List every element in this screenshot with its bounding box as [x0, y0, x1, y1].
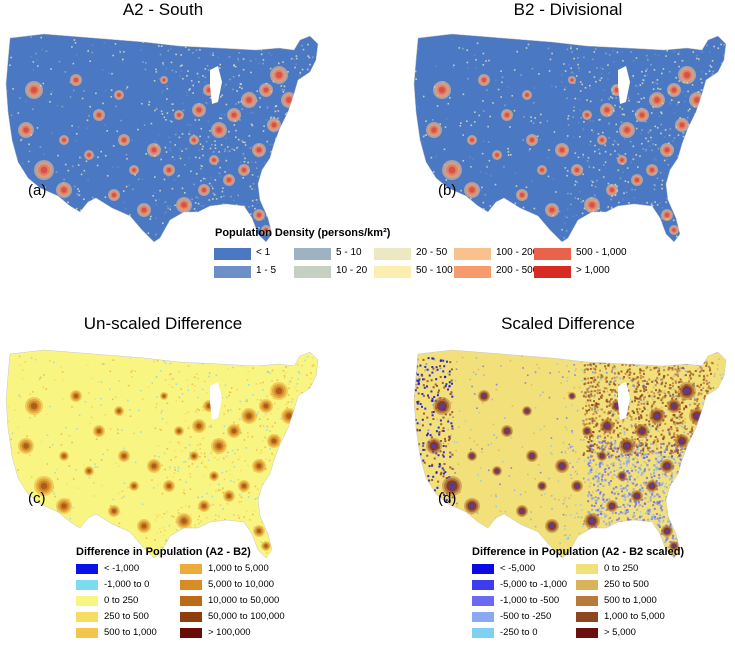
- unscaled-legend-title: Difference in Population (A2 - B2): [76, 546, 251, 558]
- panel-a-label: (a): [28, 182, 47, 199]
- panel-d-label: (d): [438, 490, 457, 507]
- legend-label: -5,000 to -1,000: [500, 579, 568, 590]
- legend-swatch: [374, 248, 411, 260]
- legend-swatch: [472, 612, 494, 622]
- panel-c-title: Un-scaled Difference: [83, 314, 243, 333]
- legend-label: 1,000 to 5,000: [208, 563, 269, 574]
- legend-swatch: [576, 628, 598, 638]
- legend-label: < -1,000: [104, 563, 140, 574]
- legend-label: 100 - 200: [496, 247, 539, 258]
- legend-label: 500 to 1,000: [104, 627, 157, 638]
- legend-swatch: [374, 266, 411, 278]
- legend-label: 5,000 to 10,000: [208, 579, 275, 590]
- legend-label: 10,000 to 50,000: [208, 595, 280, 606]
- legend-swatch: [76, 628, 98, 638]
- legend-label: < 1: [256, 247, 271, 258]
- map-panel-d: [413, 349, 727, 559]
- legend-swatch: [180, 628, 202, 638]
- legend-swatch: [534, 266, 571, 278]
- legend-swatch: [76, 596, 98, 606]
- legend-label: 50 - 100: [416, 265, 453, 276]
- legend-swatch: [76, 580, 98, 590]
- panel-d-title: Scaled Difference: [501, 314, 635, 333]
- map-panel-a: [5, 33, 319, 243]
- legend-swatch: [180, 580, 202, 590]
- legend-label: 0 to 250: [604, 563, 639, 574]
- legend-label: 10 - 20: [336, 265, 368, 276]
- legend-swatch: [576, 612, 598, 622]
- legend-label: 250 to 500: [104, 611, 149, 622]
- legend-label: 20 - 50: [416, 247, 448, 258]
- legend-label: -1,000 to -500: [500, 595, 560, 606]
- legend-label: 1 - 5: [256, 265, 277, 276]
- legend-label: 0 to 250: [104, 595, 139, 606]
- density-legend-title: Population Density (persons/km²): [215, 227, 391, 239]
- legend-swatch: [454, 266, 491, 278]
- legend-swatch: [454, 248, 491, 260]
- legend-swatch: [180, 596, 202, 606]
- legend-label: 250 to 500: [604, 579, 649, 590]
- legend-swatch: [76, 612, 98, 622]
- legend-label: 50,000 to 100,000: [208, 611, 285, 622]
- legend-label: > 1,000: [576, 265, 610, 276]
- legend-label: > 5,000: [604, 627, 636, 638]
- map-panel-b: [413, 33, 727, 243]
- legend-label: -250 to 0: [500, 627, 538, 638]
- legend-label: -1,000 to 0: [104, 579, 150, 590]
- legend-swatch: [180, 612, 202, 622]
- panel-a-title: A2 - South: [122, 0, 204, 19]
- legend-swatch: [576, 564, 598, 574]
- panel-c-label: (c): [28, 490, 46, 507]
- legend-swatch: [294, 248, 331, 260]
- legend-label: 200 - 500: [496, 265, 539, 276]
- legend-swatch: [472, 580, 494, 590]
- legend-label: < -5,000: [500, 563, 536, 574]
- legend-swatch: [472, 596, 494, 606]
- legend-label: 500 - 1,000: [576, 247, 627, 258]
- legend-label: 5 - 10: [336, 247, 362, 258]
- legend-label: -500 to -250: [500, 611, 552, 622]
- legend-swatch: [76, 564, 98, 574]
- legend-label: > 100,000: [208, 627, 251, 638]
- panel-b-label: (b): [438, 182, 457, 199]
- legend-label: 500 to 1,000: [604, 595, 657, 606]
- legend-label: 1,000 to 5,000: [604, 611, 665, 622]
- legend-swatch: [472, 564, 494, 574]
- map-panel-c: [5, 349, 319, 559]
- panel-b-title: B2 - Divisional: [513, 0, 623, 19]
- legend-swatch: [214, 248, 251, 260]
- legend-swatch: [576, 596, 598, 606]
- scaled-legend-title: Difference in Population (A2 - B2 scaled…: [472, 546, 685, 558]
- legend-swatch: [180, 564, 202, 574]
- legend-swatch: [534, 248, 571, 260]
- legend-swatch: [294, 266, 331, 278]
- legend-swatch: [472, 628, 494, 638]
- legend-swatch: [576, 580, 598, 590]
- legend-swatch: [214, 266, 251, 278]
